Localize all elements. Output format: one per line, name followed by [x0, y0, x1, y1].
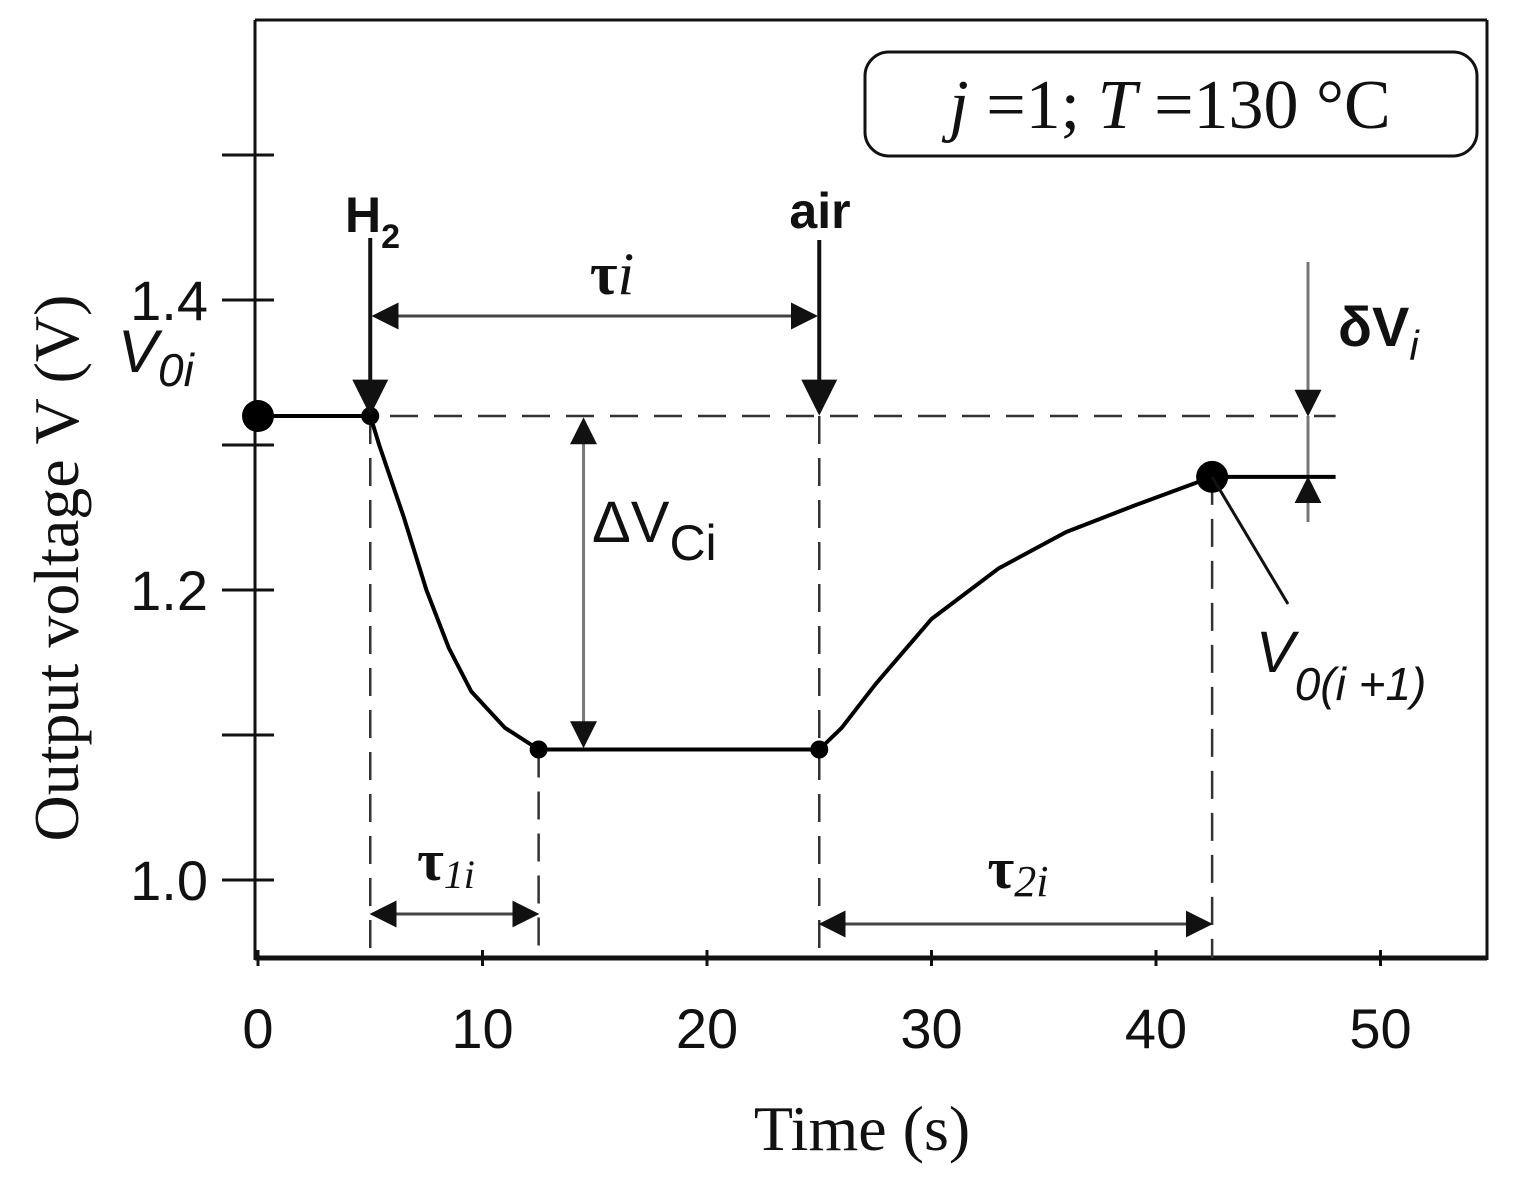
delta-vi-annotation: δVi — [1294, 262, 1420, 522]
y-ticks: 1.0 1.2 1.4 — [130, 153, 274, 912]
condition-box: j =1; T =130 °C — [863, 50, 1479, 158]
y-tick-label: 1.2 — [130, 559, 208, 622]
y-axis-title: Output voltage V (V) — [21, 295, 92, 842]
delta-vci-annotation: ΔVCi — [570, 417, 717, 749]
v0i-label: V0i — [118, 318, 196, 396]
data-point — [529, 740, 548, 759]
tau-1i-label: τ1i — [417, 828, 475, 897]
h2-marker: H2 — [345, 187, 400, 416]
tau-i-label: τi — [590, 241, 634, 307]
v0-next-annotation: V0(i +1) — [1210, 476, 1426, 710]
x-tick-label: 50 — [1349, 997, 1411, 1060]
voltage-curve — [258, 414, 1336, 752]
data-point — [810, 740, 829, 759]
y-tick-label: 1.4 — [130, 269, 208, 332]
data-point — [242, 400, 274, 432]
h2-label: H2 — [345, 187, 400, 256]
tau-i-span: τi — [371, 241, 818, 330]
x-ticks: 0 10 20 30 40 50 — [242, 950, 1412, 1060]
delta-vci-label: ΔVCi — [592, 490, 717, 571]
plot-frame — [253, 18, 1489, 961]
condition-label: j =1; T =130 °C — [941, 67, 1391, 144]
delta-vi-label: δVi — [1338, 295, 1420, 369]
air-marker: air — [789, 183, 851, 416]
x-tick-label: 0 — [242, 997, 273, 1060]
y-tick-label: 1.0 — [130, 849, 208, 912]
air-label: air — [789, 183, 850, 239]
tau-1i-span: τ1i — [369, 828, 540, 928]
x-tick-label: 20 — [676, 997, 738, 1060]
key-points — [242, 400, 1229, 759]
condition-box-frame — [863, 50, 1479, 158]
tau-2i-span: τ2i — [818, 836, 1213, 938]
tau-2i-label: τ2i — [988, 836, 1049, 906]
v0-next-label: V0(i +1) — [1256, 620, 1426, 710]
x-axis-title: Time (s) — [754, 1093, 970, 1164]
v0-next-leader — [1210, 476, 1290, 605]
x-tick-label: 40 — [1125, 997, 1187, 1060]
x-tick-label: 10 — [451, 997, 513, 1060]
x-tick-label: 30 — [900, 997, 962, 1060]
